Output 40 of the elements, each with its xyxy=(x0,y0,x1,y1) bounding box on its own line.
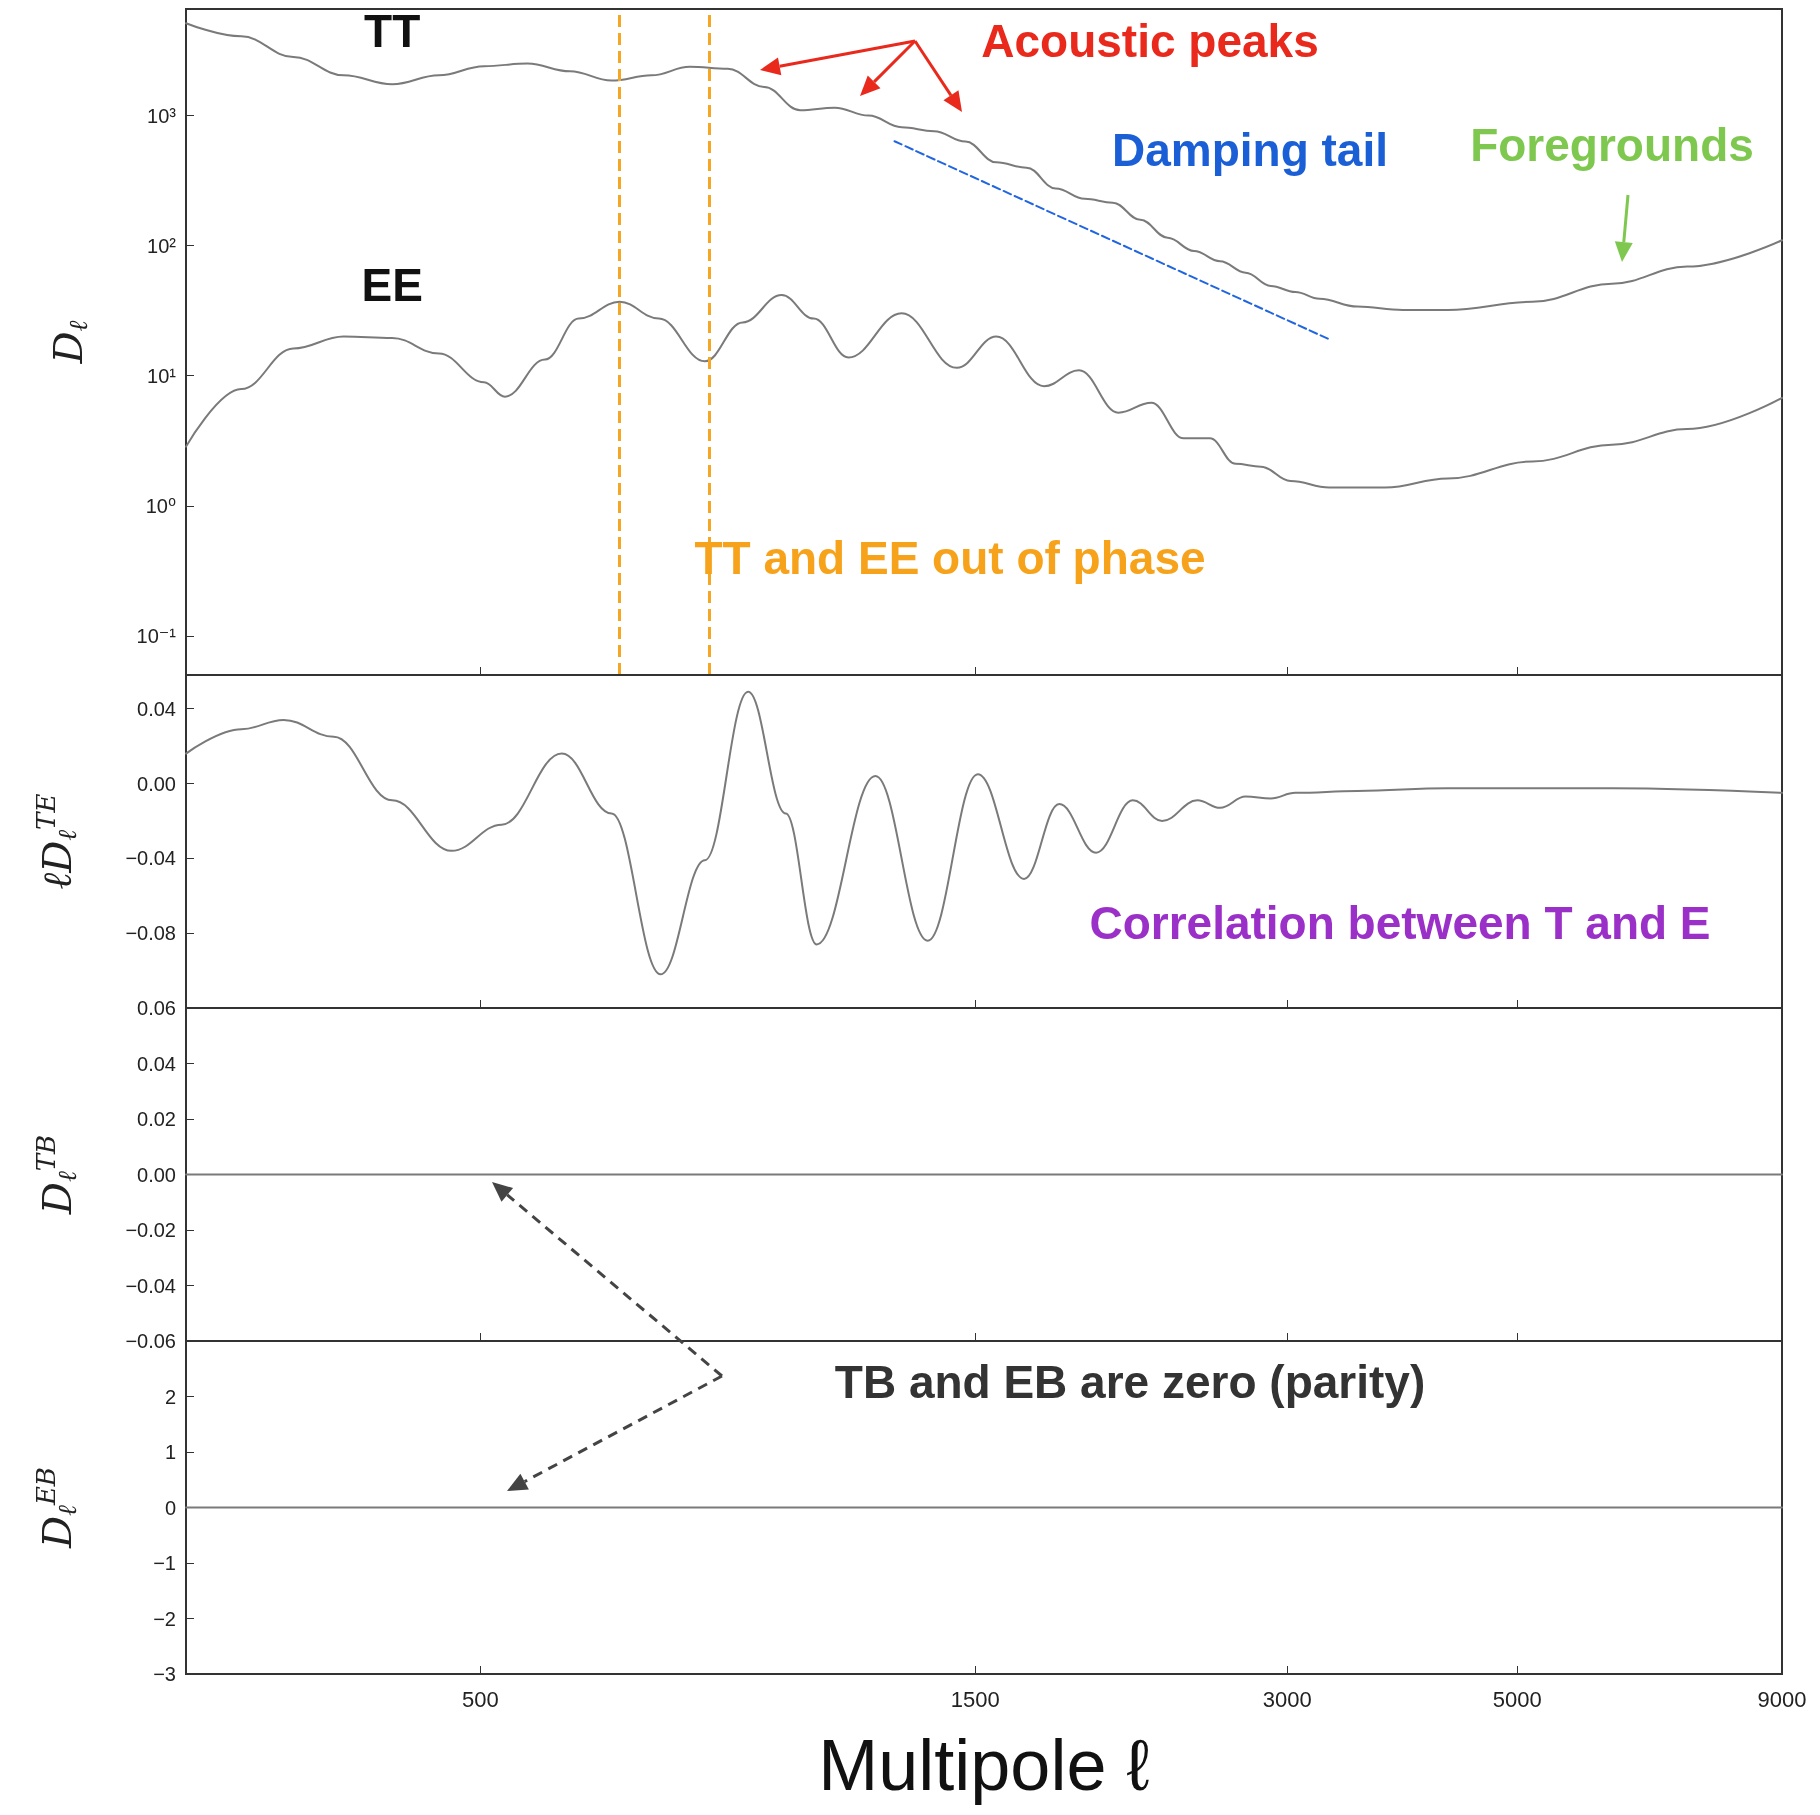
series-label: TT xyxy=(364,5,421,58)
y-tick-label: −0.08 xyxy=(125,922,176,945)
annotation: Foregrounds xyxy=(1470,119,1754,171)
y-tick-label: 0.00 xyxy=(137,772,176,795)
annotation: Damping tail xyxy=(1111,124,1389,176)
annotation: Acoustic peaks xyxy=(981,15,1319,67)
x-axis-title: Multipole ℓ xyxy=(818,1725,1150,1805)
y-tick-label: 1 xyxy=(164,1441,176,1463)
y-tick-label: 10⁻¹ xyxy=(136,624,177,647)
y-axis-title: Dℓ xyxy=(45,320,93,365)
y-tick-label: 10² xyxy=(147,234,177,257)
y-tick-label: 0.04 xyxy=(137,697,176,720)
y-tick-label: 0 xyxy=(164,1496,176,1519)
y-tick-label: −0.02 xyxy=(125,1219,176,1241)
x-tick-label: 1500 xyxy=(950,1686,1000,1712)
series-label: EE xyxy=(361,259,423,311)
y-tick-label: −1 xyxy=(153,1552,176,1574)
annotation: Correlation between T and E xyxy=(1089,897,1711,949)
y-tick-label: −0.06 xyxy=(125,1330,176,1352)
y-tick-label: −0.04 xyxy=(125,847,176,870)
x-tick-label: 9000 xyxy=(1757,1686,1807,1712)
y-tick-label: 10³ xyxy=(147,104,177,127)
y-axis-title: DℓTB xyxy=(31,1134,82,1216)
y-tick-label: −0.04 xyxy=(125,1274,176,1297)
x-tick-label: 5000 xyxy=(1492,1686,1542,1712)
y-tick-label: 0.06 xyxy=(137,997,176,1019)
annotation: TT and EE out of phase xyxy=(694,532,1206,584)
y-tick-label: 0.00 xyxy=(137,1163,176,1186)
x-tick-label: 3000 xyxy=(1262,1686,1312,1712)
y-tick-label: −3 xyxy=(153,1663,176,1685)
y-tick-label: 0.04 xyxy=(137,1052,176,1075)
y-tick-label: 10¹ xyxy=(147,364,177,387)
y-axis-title: ℓDℓTE xyxy=(31,793,82,890)
y-axis-title: DℓEB xyxy=(31,1467,82,1549)
y-tick-label: 2 xyxy=(164,1385,176,1408)
y-tick-label: 0.02 xyxy=(137,1108,176,1130)
y-tick-label: 10⁰ xyxy=(145,494,176,517)
annotation: TB and EB are zero (parity) xyxy=(834,1356,1426,1408)
x-tick-label: 500 xyxy=(462,1686,499,1712)
y-tick-label: −2 xyxy=(153,1607,176,1630)
